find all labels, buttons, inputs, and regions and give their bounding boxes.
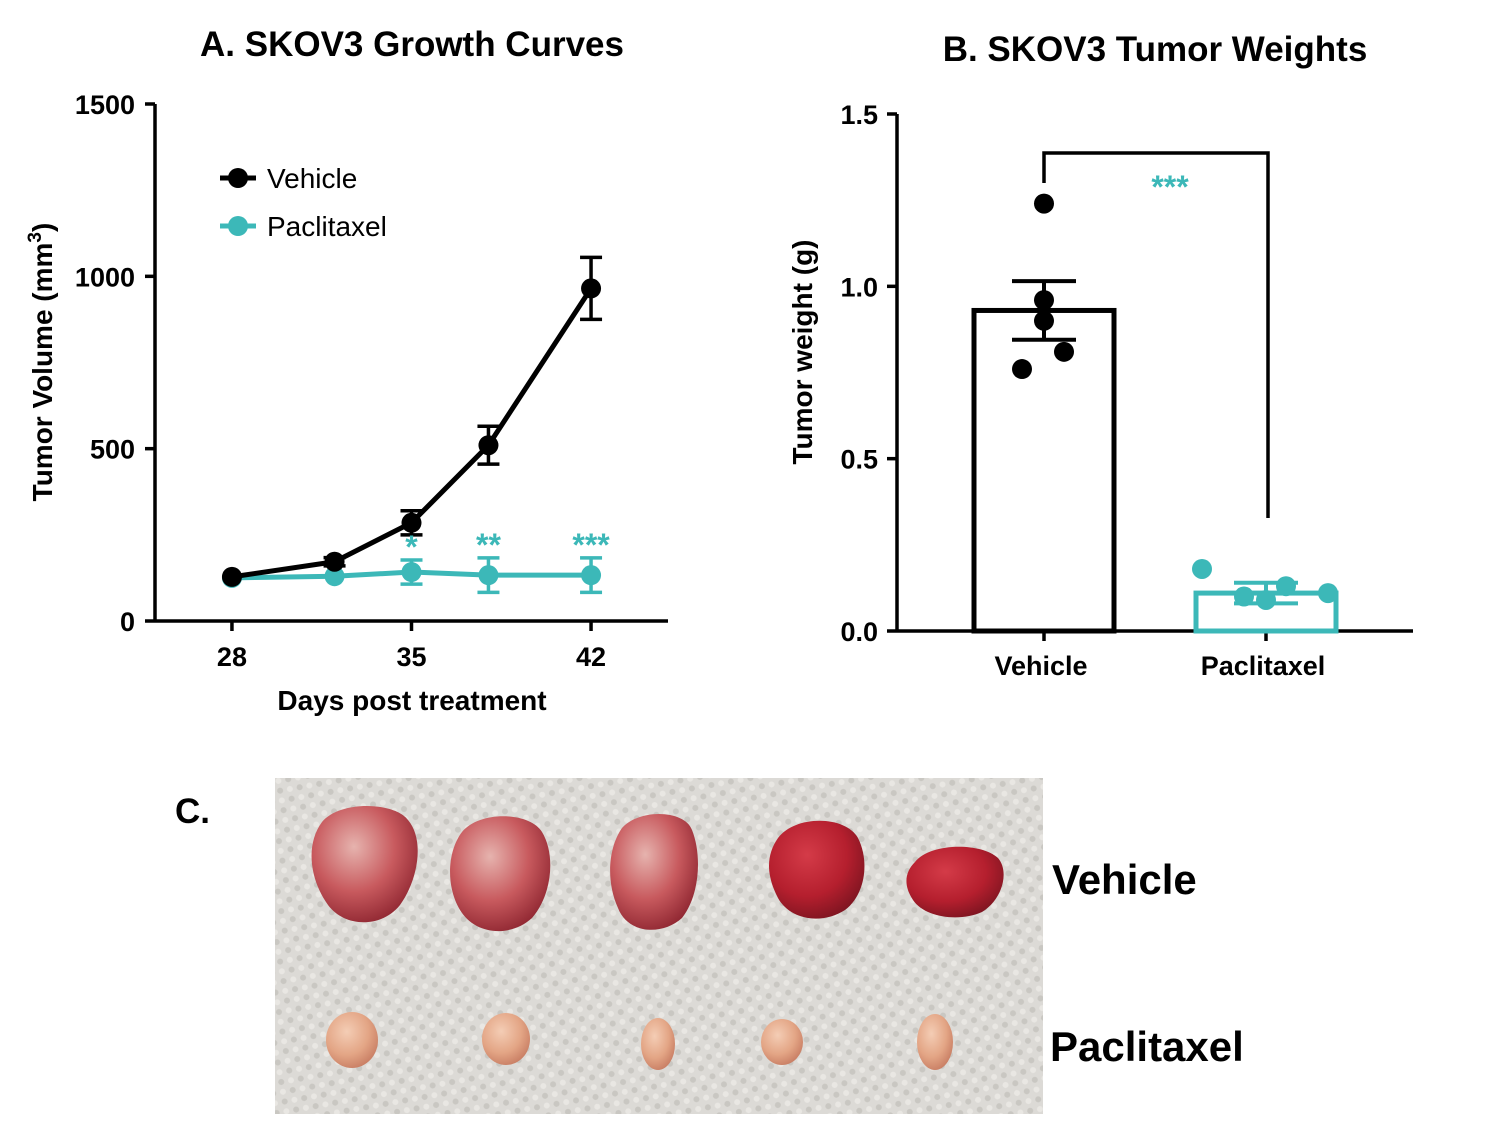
data-point [1318, 583, 1338, 604]
panel-label: C. [175, 792, 210, 831]
growth-curve-chart: A. SKOV3 Growth Curves Days post treatme… [25, 25, 668, 716]
tumor-paclitaxel-3 [641, 1018, 675, 1070]
data-point [1034, 290, 1054, 311]
tumor-photo-panel: C. Vehicle Paclitaxel [175, 778, 1244, 1114]
x-tick-label: Vehicle [994, 651, 1087, 681]
x-axis-title: Days post treatment [277, 685, 546, 716]
data-point [221, 566, 242, 587]
y-tick-label: 1000 [75, 262, 135, 292]
y-tick-label: 1500 [75, 90, 135, 120]
legend-swatch-marker [228, 168, 248, 188]
x-tick-label: 28 [217, 642, 247, 672]
y-axis-title-main: Tumor Volume (mm [27, 243, 58, 502]
tumor-vehicle-1 [311, 806, 418, 923]
tumor-vehicle-3 [610, 813, 698, 930]
x-tick-label: Paclitaxel [1201, 651, 1326, 681]
significance-bracket [1042, 151, 1270, 518]
legend-label: Vehicle [267, 163, 357, 194]
tumor-paclitaxel-5 [917, 1014, 953, 1070]
data-point [1256, 589, 1276, 610]
tumor-paclitaxel-4 [761, 1019, 803, 1065]
y-tick-label: 0 [120, 607, 135, 637]
y-tick-label: 500 [90, 435, 135, 465]
row-label-paclitaxel: Paclitaxel [1050, 1023, 1244, 1070]
tumor-vehicle-5 [906, 846, 1004, 918]
data-point [1234, 586, 1254, 607]
y-tick-label: 1.0 [840, 272, 878, 302]
significance-marker: *** [1151, 169, 1189, 205]
data-point [401, 562, 422, 583]
tumor-vehicle-4 [769, 820, 865, 919]
data-point [581, 278, 602, 299]
x-tick-label: 35 [396, 642, 426, 672]
data-point [324, 566, 345, 587]
series-vehicle [221, 255, 603, 587]
bar-group-paclitaxel [1192, 558, 1339, 634]
data-point [581, 565, 602, 586]
y-tick-label: 0.0 [840, 617, 878, 647]
data-point [478, 565, 499, 586]
tumor-row-paclitaxel: Paclitaxel [326, 1012, 1244, 1070]
significance-marker: *** [572, 527, 610, 563]
bar [971, 307, 1117, 634]
tumor-paclitaxel-1 [326, 1012, 378, 1068]
bar-group-vehicle [971, 193, 1117, 634]
y-tick-label: 0.5 [840, 445, 878, 475]
tumor-vehicle-2 [450, 816, 551, 932]
data-point [1012, 359, 1032, 380]
x-tick-label: 42 [576, 642, 606, 672]
data-point [478, 435, 499, 456]
tumor-weight-chart: B. SKOV3 Tumor Weights Tumor weight (g) … [787, 30, 1413, 681]
data-point [1034, 193, 1054, 214]
data-point [401, 512, 422, 533]
data-point [1192, 558, 1212, 579]
y-axis-title: Tumor weight (g) [787, 240, 818, 465]
tumor-paclitaxel-2 [482, 1013, 530, 1065]
y-axis-title-superscript: 3 [25, 232, 46, 243]
legend-label: Paclitaxel [267, 211, 387, 242]
legend-item-vehicle: Vehicle [220, 163, 357, 194]
data-point [324, 551, 345, 572]
row-label-vehicle: Vehicle [1052, 856, 1197, 903]
legend-item-paclitaxel: Paclitaxel [220, 211, 387, 242]
y-tick-label: 1.5 [840, 100, 878, 130]
tumor-row-vehicle: Vehicle [311, 806, 1197, 932]
y-axis-title-close: ) [27, 223, 58, 232]
chart-title: A. SKOV3 Growth Curves [200, 25, 624, 64]
data-point [1276, 576, 1296, 597]
y-axis-title: Tumor Volume (mm3) [25, 223, 58, 502]
significance-marker: ** [476, 527, 501, 563]
data-point [1034, 310, 1054, 331]
chart-title: B. SKOV3 Tumor Weights [943, 30, 1368, 69]
significance-marker: * [405, 529, 418, 565]
legend-swatch-marker [228, 216, 248, 236]
data-point [1054, 341, 1074, 362]
